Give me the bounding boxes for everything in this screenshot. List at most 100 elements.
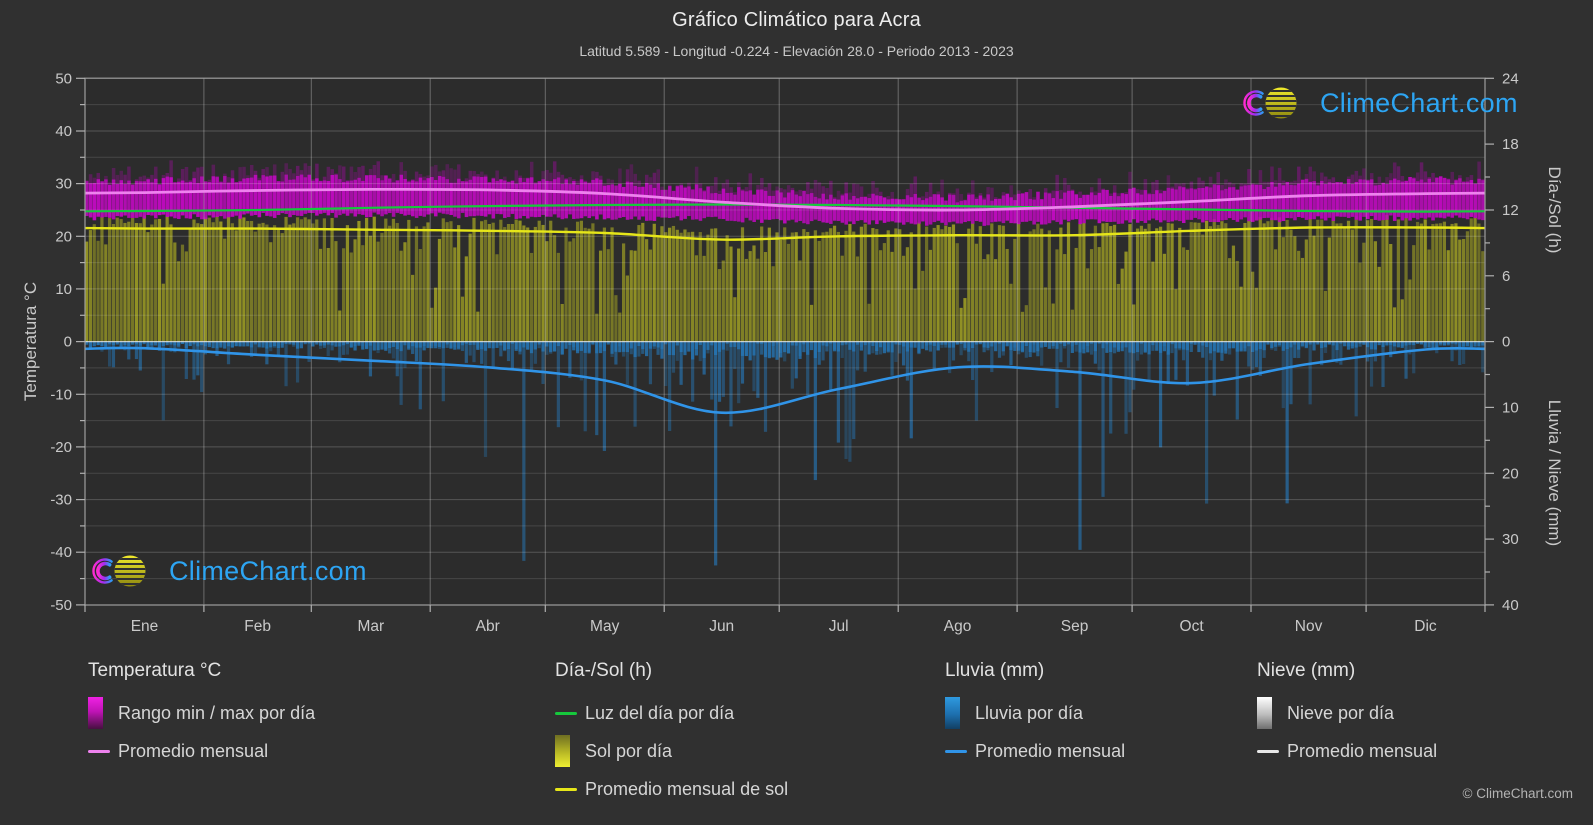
sun-axis-tick-labels: 24 18 12 6 0 (1502, 70, 1519, 350)
climechart-logo-text: ClimeChart.com (169, 555, 367, 586)
page-subtitle: Latitud 5.589 - Longitud -0.224 - Elevac… (579, 43, 1014, 59)
month-label: May (590, 618, 620, 635)
tick-label-temp: 20 (55, 228, 72, 245)
tick-label-temp: -20 (50, 439, 72, 456)
climechart-watermark-bottom-left: ClimeChart.com (92, 552, 367, 590)
climechart-logo-icon (1243, 87, 1297, 119)
legend-item-label: Promedio mensual (975, 740, 1126, 761)
legend-swatch-line (945, 749, 975, 753)
legend-group-title: Temperatura °C (88, 660, 222, 681)
temperature-daily-range-bars (85, 160, 1485, 226)
tick-label-temp: 40 (55, 123, 72, 140)
swatch (1257, 749, 1279, 753)
month-label: Jul (829, 618, 849, 635)
month-label: Ago (944, 618, 972, 635)
swatch (555, 735, 570, 767)
temp-axis-title: Temperatura °C (21, 282, 40, 401)
tick-label-temp: -10 (50, 386, 72, 403)
swatch (945, 749, 967, 753)
swatch (555, 711, 577, 715)
legend: Temperatura °C Rango min / max por día Pro… (0, 660, 1593, 820)
tick-label-temp: -50 (50, 597, 72, 614)
legend-item: Promedio mensual (88, 732, 315, 770)
legend-item-label: Rango min / max por día (118, 702, 316, 723)
page-title: Gráfico Climático para Acra (672, 9, 921, 31)
swatch (88, 697, 103, 729)
month-label: Dic (1414, 618, 1437, 635)
month-label: Jun (709, 618, 734, 635)
month-label: Ene (131, 618, 159, 635)
climechart-watermark-top-right: ClimeChart.com (1243, 84, 1518, 122)
legend-item-label: Sol por día (585, 740, 673, 761)
climechart-logo-text: ClimeChart.com (1320, 87, 1518, 118)
rain-monthly-avg-line (84, 346, 1486, 415)
legend-swatch-gradient (945, 697, 975, 729)
tick-label-precip: 10 (1502, 399, 1519, 416)
tick-label-precip: 20 (1502, 465, 1519, 482)
climechart-logo-icon (92, 555, 146, 587)
month-label: Mar (357, 618, 384, 635)
legend-item: Rango min / max por día (88, 694, 315, 732)
legend-swatch-gradient (1257, 697, 1287, 729)
legend-group-title: Lluvia (mm) (945, 660, 1045, 681)
legend-group-title: Día-/Sol (h) (555, 660, 653, 681)
legend-item: Promedio mensual (945, 732, 1125, 770)
tick-label-temp: 50 (55, 70, 72, 87)
swatch (555, 787, 577, 791)
month-label: Feb (244, 618, 271, 635)
legend-swatch-line (555, 711, 585, 715)
swatch (1257, 697, 1272, 729)
legend-swatch-gradient (88, 697, 118, 729)
sun-daily-bars (85, 214, 1485, 342)
legend-swatch-line (88, 749, 118, 753)
legend-group-4: Nieve (mm) Nieve por día Promedio mensual (1257, 660, 1437, 770)
legend-item-label: Nieve por día (1287, 702, 1395, 723)
copyright-text: © ClimeChart.com (1462, 786, 1573, 801)
tick-label-sun: 0 (1502, 334, 1510, 351)
month-label: Sep (1061, 618, 1089, 635)
tick-label-precip: 30 (1502, 531, 1519, 548)
legend-item-label: Lluvia por día (975, 702, 1084, 723)
legend-item-label: Promedio mensual (1287, 740, 1438, 761)
legend-item: Luz del día por día (555, 694, 788, 732)
month-label: Abr (476, 618, 500, 635)
temp-monthly-avg-line (84, 187, 1486, 212)
legend-group-2: Día-/Sol (h) Luz del día por día Sol por d… (555, 660, 788, 808)
tick-label-sun: 12 (1502, 202, 1519, 219)
tick-label-temp: -40 (50, 544, 72, 561)
tick-label-temp: 0 (64, 334, 72, 351)
legend-swatch-line (1257, 749, 1287, 753)
temp-axis-tick-labels: 50 40 30 20 10 0 -10 -20 -30 -40 -50 (50, 70, 72, 614)
tick-label-temp: 10 (55, 281, 72, 298)
sun-axis-title: Día-/Sol (h) (1545, 167, 1564, 254)
legend-item-label: Promedio mensual de sol (585, 778, 789, 799)
precip-axis-tick-labels: 10 20 30 40 (1502, 399, 1519, 613)
precip-axis-title: Lluvia / Nieve (mm) (1545, 400, 1564, 546)
legend-item: Nieve por día (1257, 694, 1437, 732)
legend-item-label: Luz del día por día (585, 702, 735, 723)
legend-item: Lluvia por día (945, 694, 1125, 732)
gridlines (85, 78, 1485, 605)
legend-item: Sol por día (555, 732, 788, 770)
legend-swatch-line (555, 787, 585, 791)
legend-group-title: Nieve (mm) (1257, 660, 1356, 681)
month-label: Nov (1295, 618, 1323, 635)
swatch (945, 697, 960, 729)
swatch (88, 749, 110, 753)
tick-label-sun: 24 (1502, 70, 1519, 87)
axis-ticks (76, 77, 1494, 612)
legend-item-label: Promedio mensual (118, 740, 269, 761)
tick-label-temp: 30 (55, 176, 72, 193)
legend-item: Promedio mensual (1257, 732, 1437, 770)
legend-swatch-gradient (555, 735, 585, 767)
tick-label-temp: -30 (50, 492, 72, 509)
month-label: Oct (1180, 618, 1205, 635)
rain-daily-bars (85, 341, 1485, 566)
tick-label-sun: 18 (1502, 136, 1519, 153)
legend-group-1: Temperatura °C Rango min / max por día Pro… (88, 660, 315, 770)
tick-label-precip: 40 (1502, 597, 1519, 614)
legend-item: Promedio mensual de sol (555, 770, 788, 808)
tick-label-sun: 6 (1502, 268, 1510, 285)
